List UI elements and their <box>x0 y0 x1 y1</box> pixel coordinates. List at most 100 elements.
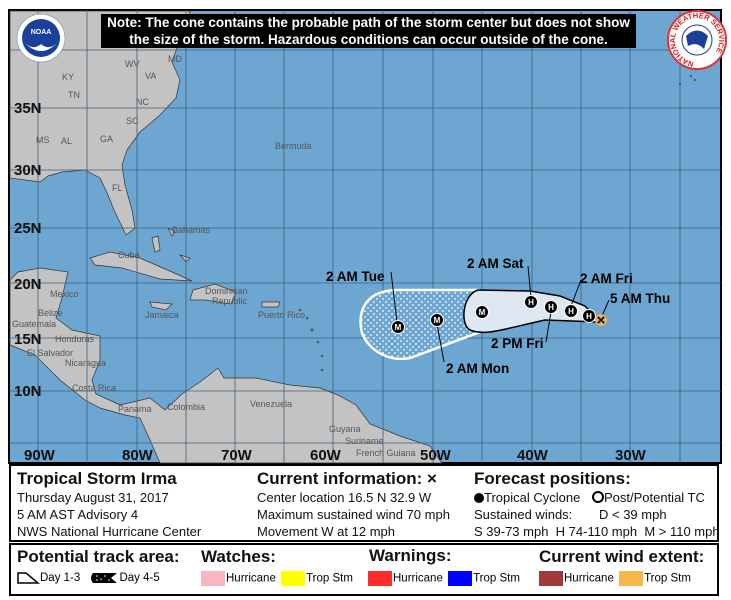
land-puerto-rico <box>261 301 281 308</box>
land-central-south-america <box>9 267 443 464</box>
forecast-point: H <box>582 309 596 323</box>
label-sc: SC <box>126 116 139 126</box>
svg-text:M: M <box>479 308 486 317</box>
day45-label: Day 4-5 <box>119 572 160 584</box>
label-md: MD <box>168 54 182 64</box>
h-category: H 74-110 mph <box>555 524 638 539</box>
current-info: Current information: × Center location 1… <box>257 469 450 540</box>
label-ky: KY <box>62 72 74 82</box>
lon-label: 90W <box>24 447 56 464</box>
day45-cone-icon <box>91 573 118 583</box>
forecast-title: Forecast positions: <box>474 469 631 488</box>
storm-info: Tropical Storm Irma Thursday August 31, … <box>17 469 201 540</box>
lon-label: 30W <box>615 447 647 464</box>
label-el-salvador: El Salvador <box>27 348 73 358</box>
post-tc-legend: Post/Potential TC <box>603 490 705 505</box>
label-bahamas: Bahamas <box>172 225 211 235</box>
label-2pm-fri: 2 PM Fri <box>491 336 544 351</box>
label-belize: Belize <box>38 308 63 318</box>
svg-text:M: M <box>395 323 402 332</box>
svg-text:H: H <box>548 303 554 312</box>
longitude-labels: 90W 80W 70W 60W 50W 40W 30W <box>24 447 647 464</box>
watch-hurricane-label: Hurricane <box>226 572 276 585</box>
svg-text:H: H <box>586 312 592 321</box>
warnings-title: Warnings: <box>369 546 452 565</box>
current-info-title: Current information: × <box>257 469 437 488</box>
s-category: S 39-73 mph <box>474 524 549 539</box>
land-cuba <box>89 251 193 282</box>
label-panama: Panama <box>118 404 152 414</box>
lon-label: 80W <box>122 447 154 464</box>
warn-hurricane-swatch <box>368 571 392 586</box>
wind-tropstm-label: Trop Stm <box>644 572 691 585</box>
label-fl: FL <box>112 183 123 193</box>
label-cuba: Cuba <box>118 250 140 260</box>
current-position-marker: × <box>595 312 607 329</box>
land-us <box>9 10 191 236</box>
lon-label: 50W <box>420 447 452 464</box>
map: IN KY WV VA MD TN NC SC MS AL GA FL Berm… <box>8 9 727 464</box>
wind-tropstm-swatch <box>619 571 644 586</box>
label-ms: MS <box>36 135 50 145</box>
graticule <box>9 10 721 463</box>
wind-hurricane-label: Hurricane <box>564 572 614 585</box>
post-tc-circle-icon <box>591 491 604 503</box>
issuing-center: NWS National Hurricane Center <box>17 524 202 539</box>
m-category: M > 110 mph <box>644 524 720 539</box>
land-hispaniola <box>189 283 237 305</box>
lat-label: 15N <box>14 331 42 348</box>
label-5am-thu: 5 AM Thu <box>610 291 670 306</box>
label-guyana: Guyana <box>329 424 361 434</box>
watch-tropstm-label: Trop Stm <box>306 572 353 585</box>
label-colombia: Colombia <box>167 402 205 412</box>
land-jamaica <box>149 301 173 311</box>
track-area-title: Potential track area: <box>17 547 180 566</box>
label-nc: NC <box>136 97 149 107</box>
label-honduras: Honduras <box>55 334 95 344</box>
info-panel: Tropical Storm Irma Thursday August 31, … <box>9 464 720 542</box>
wind-extent-title: Current wind extent: <box>539 547 705 566</box>
watch-hurricane-swatch <box>201 571 225 586</box>
lat-label: 30N <box>14 162 42 179</box>
lat-label: 20N <box>14 276 42 293</box>
watches-title: Watches: <box>201 547 276 566</box>
label-tn: TN <box>68 90 80 100</box>
forecast-info: Forecast positions: Tropical Cyclone Pos… <box>474 469 720 540</box>
label-venezuela: Venezuela <box>250 399 292 409</box>
cone-note: Note: The cone contains the probable pat… <box>101 14 636 48</box>
storm-name: Tropical Storm Irma <box>17 469 177 488</box>
label-2am-sat: 2 AM Sat <box>467 256 524 271</box>
warn-hurricane-label: Hurricane <box>393 572 443 585</box>
track-legend: Day 1-3 Day 4-5 <box>16 571 160 585</box>
cone-day-4-5 <box>359 288 482 361</box>
label-puerto-rico: Puerto Rico <box>258 310 305 320</box>
svg-text:NOAA: NOAA <box>31 29 52 36</box>
watch-tropstm-swatch <box>281 571 306 586</box>
lon-label: 40W <box>517 447 549 464</box>
movement: Movement W at 12 mph <box>257 524 395 539</box>
svg-text:M: M <box>434 316 441 325</box>
forecast-point: M <box>430 313 444 327</box>
svg-text:H: H <box>568 307 574 316</box>
lesser-antilles <box>298 74 697 372</box>
forecast-point: H <box>544 300 558 314</box>
forecast-point: H <box>524 295 538 309</box>
label-wv: WV <box>125 59 140 69</box>
label-mexico: Mexico <box>50 289 79 299</box>
lat-label: 10N <box>14 383 42 400</box>
label-2am-fri: 2 AM Fri <box>580 271 633 286</box>
label-leaders <box>390 265 610 363</box>
nws-logo: NATIONAL WEATHER SERVICE <box>667 10 727 70</box>
day13-label: Day 1-3 <box>40 572 81 584</box>
warn-tropstm-label: Trop Stm <box>473 572 520 585</box>
warnings-legend: Hurricane Trop Stm <box>368 571 520 586</box>
watches-legend: Hurricane Trop Stm <box>201 571 353 586</box>
sustained-label: Sustained winds: <box>474 507 573 522</box>
cone-day-1-3 <box>463 289 602 334</box>
noaa-logo: NOAA <box>16 13 66 63</box>
svg-text:×: × <box>597 312 606 329</box>
label-french-guiana: French Guiana <box>356 448 416 458</box>
forecast-point: H <box>564 304 578 318</box>
advisory-number: 5 AM AST Advisory 4 <box>17 507 139 522</box>
